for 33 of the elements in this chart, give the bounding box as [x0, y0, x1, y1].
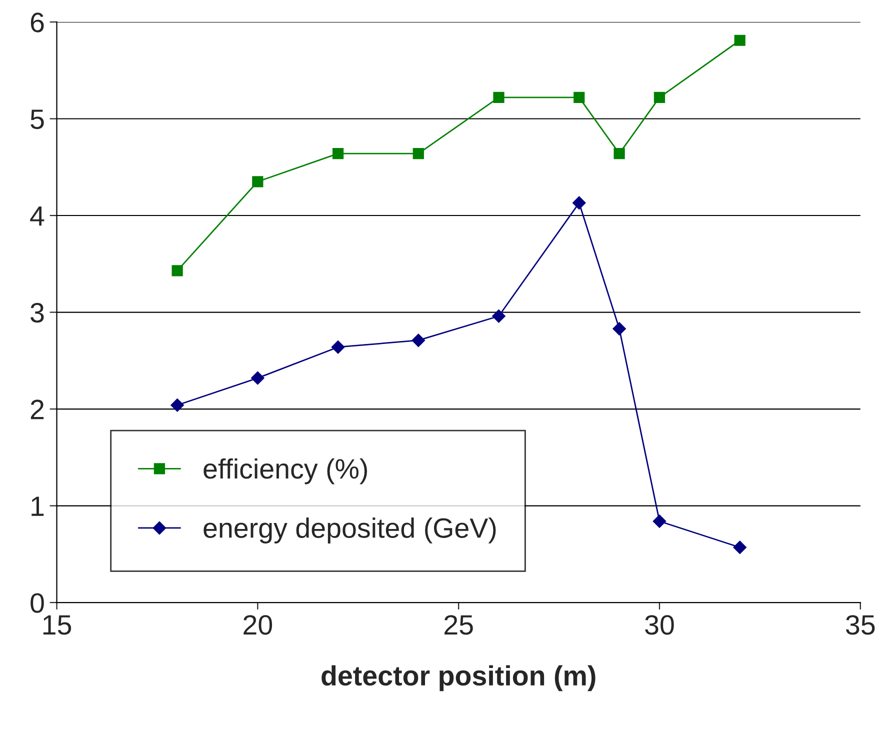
point — [332, 148, 344, 160]
point — [572, 196, 586, 210]
point — [412, 334, 425, 347]
point — [574, 92, 585, 104]
legend-label: energy deposited (GeV) — [204, 518, 496, 544]
point — [170, 398, 184, 412]
y-tick-label: 0 — [30, 593, 44, 613]
legend-label: efficiency (%) — [204, 458, 367, 484]
y-tick-label: 3 — [30, 302, 44, 323]
y-tick-label: 6 — [30, 12, 44, 32]
point — [252, 176, 264, 188]
y-tick-label: 4 — [30, 206, 44, 226]
x-tick-label: 20 — [244, 615, 272, 635]
point — [614, 148, 625, 160]
point — [654, 92, 666, 104]
point — [652, 514, 666, 528]
point — [251, 371, 264, 385]
y-tick-label: 1 — [32, 496, 44, 516]
x-tick-label: 15 — [43, 615, 72, 635]
point — [492, 310, 506, 323]
x-axis-title: detector position (m) — [322, 665, 596, 692]
point — [734, 34, 746, 46]
y-tick-label: 5 — [30, 110, 44, 130]
point — [612, 322, 626, 336]
point — [331, 340, 345, 354]
x-tick-label: 30 — [645, 615, 674, 635]
y-tick-label: 2 — [30, 400, 44, 420]
point — [172, 265, 183, 276]
x-tick-label: 25 — [444, 615, 473, 635]
point — [493, 92, 504, 104]
point — [412, 148, 424, 160]
point — [733, 540, 746, 554]
x-tick-label: 35 — [846, 615, 875, 635]
